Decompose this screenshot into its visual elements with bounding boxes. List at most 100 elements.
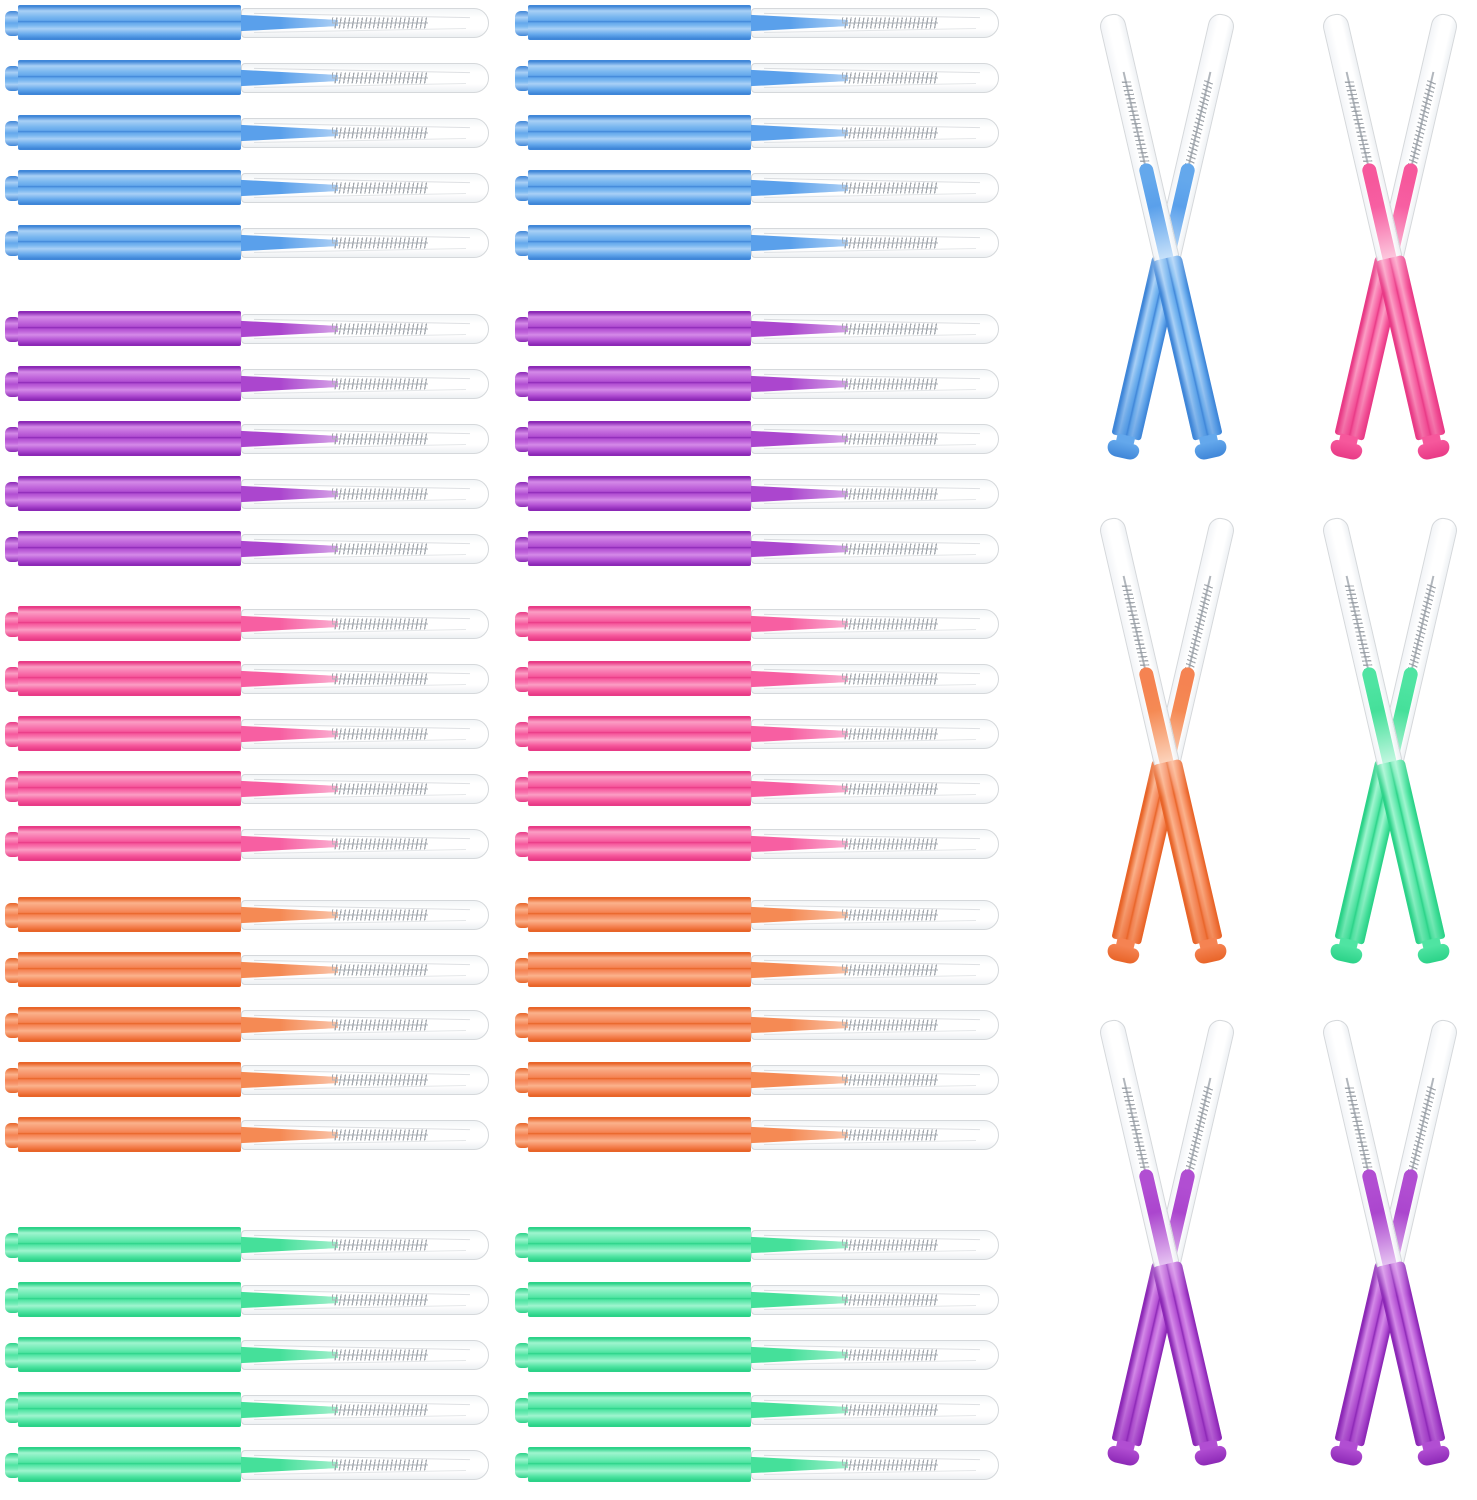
brush-bristles <box>1343 78 1374 171</box>
handle-base-lip <box>1416 942 1452 966</box>
brush-stem <box>241 1291 338 1309</box>
crossed-brush-pair-orange <box>1072 512 1262 982</box>
brush-stem <box>751 1401 848 1419</box>
brush-handle <box>18 225 241 260</box>
brush-bristles <box>842 182 938 194</box>
brush-bristles <box>1343 582 1374 675</box>
brush-handle <box>528 1062 751 1097</box>
handle-end-cap <box>5 1013 21 1038</box>
brush-stem <box>751 14 848 32</box>
interdental-brush-purple <box>515 365 999 404</box>
brush-handle <box>528 1337 751 1372</box>
clear-cover <box>241 314 489 344</box>
clear-cover <box>751 1450 999 1480</box>
interdental-brush-pink <box>515 605 999 644</box>
brush-stem <box>751 430 848 448</box>
brush-bristles <box>332 964 428 976</box>
handle-end-cap <box>515 1013 531 1038</box>
brush-stem <box>751 835 848 853</box>
interdental-brush-purple <box>515 310 999 349</box>
brush-handle <box>528 1227 751 1262</box>
brush-handle <box>18 897 241 932</box>
brush-bristles <box>842 17 938 29</box>
clear-cover <box>1097 515 1180 767</box>
interdental-brush-blue <box>515 224 999 263</box>
interdental-brush-purple <box>515 475 999 514</box>
brush-bristles <box>332 673 428 685</box>
clear-cover <box>751 1230 999 1260</box>
crossed-brush-pair-blue <box>1072 8 1262 478</box>
brush-bristles <box>332 909 428 921</box>
handle-end-cap <box>5 1123 21 1148</box>
brush-bristles <box>332 1349 428 1361</box>
brush-stem <box>241 1346 338 1364</box>
brush-handle <box>528 311 751 346</box>
clear-cover <box>241 829 489 859</box>
brush-handle <box>18 311 241 346</box>
handle-end-cap <box>5 1343 21 1368</box>
brush-stem <box>751 961 848 979</box>
interdental-brush-pink <box>515 770 999 809</box>
interdental-brush-purple <box>5 420 489 459</box>
brush-stem <box>751 780 848 798</box>
handle-end-cap <box>5 317 21 342</box>
brush-stem <box>751 179 848 197</box>
interdental-brush-purple <box>5 530 489 569</box>
clear-cover <box>751 118 999 148</box>
brush-bristles <box>1406 78 1437 171</box>
brush-stem <box>241 14 338 32</box>
handle-end-cap <box>5 1398 21 1423</box>
handle-end-cap <box>515 372 531 397</box>
brush-stem <box>751 1071 848 1089</box>
brush-bristles <box>842 1019 938 1031</box>
interdental-brush-orange <box>515 1116 999 1155</box>
brush-stem <box>241 1016 338 1034</box>
brush-bristles <box>842 433 938 445</box>
brush-bristles <box>842 909 938 921</box>
brush-stem <box>241 1071 338 1089</box>
handle-base-lip <box>1328 438 1364 462</box>
brush-handle <box>18 115 241 150</box>
brush-bristles <box>332 1459 428 1471</box>
brush-stem <box>751 1346 848 1364</box>
handle-end-cap <box>515 612 531 637</box>
handle-base-lip <box>1193 942 1229 966</box>
brush-handle <box>528 952 751 987</box>
brush-handle <box>528 225 751 260</box>
interdental-brush-green <box>515 1336 999 1375</box>
clear-cover <box>241 173 489 203</box>
clear-cover <box>241 609 489 639</box>
brush-bristles <box>332 237 428 249</box>
brush-bristles <box>842 488 938 500</box>
handle-end-cap <box>515 1233 531 1258</box>
brush-stem <box>751 485 848 503</box>
clear-cover <box>751 900 999 930</box>
brush-bristles <box>842 783 938 795</box>
interdental-brush-orange <box>515 896 999 935</box>
clear-cover <box>751 479 999 509</box>
brush-stem <box>241 780 338 798</box>
interdental-brush-orange <box>5 951 489 990</box>
interdental-brush-purple <box>515 420 999 459</box>
brush-bristles <box>842 323 938 335</box>
interdental-brush-blue <box>515 114 999 153</box>
brush-bristles <box>332 783 428 795</box>
brush-bristles <box>842 378 938 390</box>
crossed-brush-pair-purple <box>1072 1014 1262 1484</box>
clear-cover <box>241 1120 489 1150</box>
interdental-brush-pink <box>5 825 489 864</box>
brush-handle <box>528 170 751 205</box>
clear-cover <box>241 63 489 93</box>
clear-cover <box>751 63 999 93</box>
brush-handle <box>18 606 241 641</box>
brush-handle <box>18 826 241 861</box>
brush-bristles <box>842 1239 938 1251</box>
handle-end-cap <box>5 612 21 637</box>
brush-stem <box>751 540 848 558</box>
brush-handle <box>528 661 751 696</box>
handle-end-cap <box>515 317 531 342</box>
brush-handle <box>528 1117 751 1152</box>
brush-handle <box>528 421 751 456</box>
brush-stem <box>241 375 338 393</box>
